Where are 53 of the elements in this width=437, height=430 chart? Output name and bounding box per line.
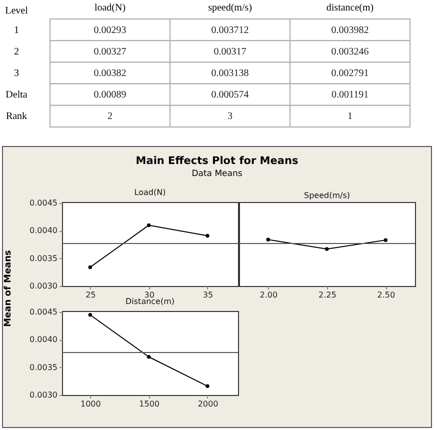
text: Load(N) — [134, 188, 166, 198]
y-axis-title: Mean of Means — [4, 249, 14, 328]
y-tick-label: Rank — [6, 111, 28, 122]
chart-title: Main Effects Plot for Means — [134, 155, 300, 167]
y-tick-label: 0.0035 — [30, 362, 58, 372]
x-tick-label: load(N) — [94, 2, 126, 14]
x-tick-label: 2.00 — [260, 290, 278, 300]
point — [146, 355, 151, 359]
x-tick-label: speed(m/s) — [208, 2, 252, 14]
y-tick-label: 2 — [14, 46, 19, 58]
x-tick-label: 1000 — [80, 400, 101, 408]
y-tick-label: 0.0045 — [30, 198, 58, 208]
x-tick-label: 2.50 — [377, 290, 396, 300]
x-tick-label: 25 — [86, 290, 96, 300]
point — [206, 234, 210, 238]
chart-subtitle: Data Means — [190, 169, 244, 179]
text: Speed(m/s) — [304, 191, 350, 200]
data-label: 0.003982 — [331, 24, 369, 36]
data-label: 3 — [228, 111, 232, 122]
data-label: 0.00293 — [94, 24, 126, 36]
x-tick-label: 35 — [202, 290, 214, 300]
data-label: 0.000574 — [211, 90, 249, 101]
x-tick-label: 2.25 — [318, 290, 336, 300]
x-tick-label: 30 — [144, 290, 154, 300]
data-label: 0.003246 — [331, 46, 369, 58]
y-tick-label: 3 — [14, 68, 19, 79]
y-tick-label: 0.0030 — [30, 390, 58, 400]
text: Distance(m) — [125, 297, 175, 306]
x-tick-label: distance(m) — [326, 2, 374, 14]
y-tick-label: 0.0035 — [30, 254, 58, 263]
data-label: 0.00382 — [94, 68, 126, 79]
y-tick-label: 0.0045 — [30, 308, 58, 317]
y-tick-label: 0.0040 — [30, 226, 58, 236]
y-tick-label: 0.0030 — [30, 282, 58, 290]
point — [206, 384, 210, 388]
data-label: 0.00327 — [94, 46, 126, 58]
data-label: 0.001191 — [331, 90, 369, 101]
y-tick-label: Delta — [6, 90, 28, 101]
y-tick-label: 1 — [14, 24, 19, 36]
data-label: 0.003138 — [211, 68, 249, 79]
point — [88, 265, 92, 270]
data-label: 0.003712 — [211, 24, 249, 36]
data-label: 0.00089 — [94, 90, 126, 101]
data-label: 2 — [108, 111, 112, 122]
point — [146, 223, 151, 228]
y-axis-title: Level — [5, 6, 28, 16]
data-label: 1 — [348, 111, 352, 122]
y-tick-label: 0.0040 — [30, 335, 58, 344]
point — [88, 313, 92, 317]
x-tick-label: 1500 — [139, 400, 160, 408]
data-label: 0.00317 — [214, 46, 246, 58]
data-label: 0.002791 — [331, 68, 369, 79]
x-tick-label: 2000 — [198, 400, 218, 408]
